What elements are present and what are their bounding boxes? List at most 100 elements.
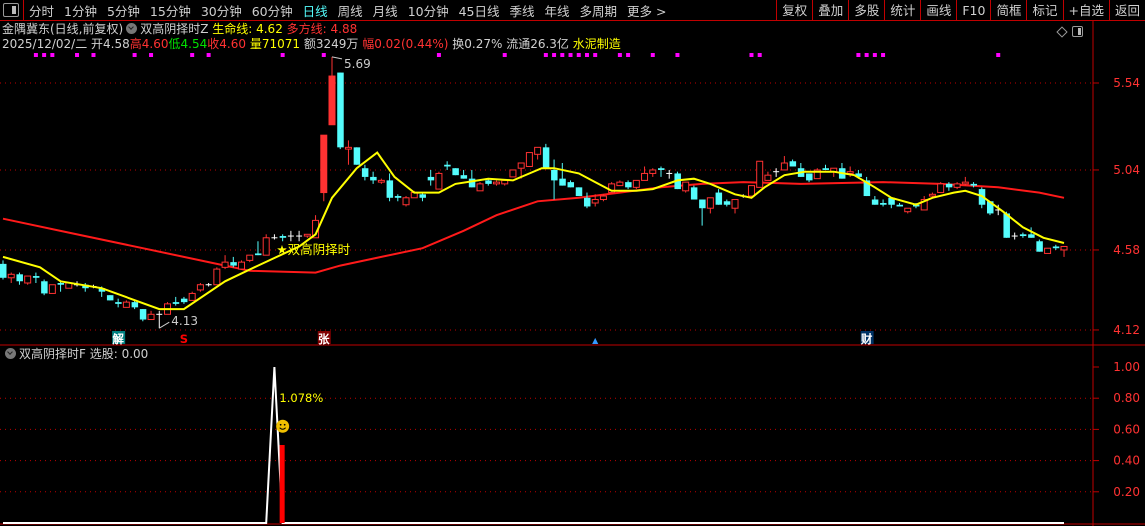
candle-body: [937, 183, 945, 194]
chevron-down-icon[interactable]: [5, 348, 16, 359]
signal-dot: [617, 53, 622, 57]
chevron-down-icon[interactable]: [126, 23, 138, 34]
candle: [344, 140, 352, 165]
event-marker-bg: [317, 331, 331, 344]
toolbar-button-9[interactable]: 返回: [1108, 0, 1145, 21]
tab-3[interactable]: 15分钟: [149, 3, 191, 19]
candle-body: [230, 262, 237, 266]
lower-indicator-value: 选股: 0.00: [89, 347, 149, 361]
candle: [756, 160, 764, 188]
toolbar-button-0[interactable]: 复权: [776, 0, 812, 21]
tab-5[interactable]: 60分钟: [251, 3, 293, 19]
candle: [303, 233, 311, 238]
header-line-2: 2025/12/02/二 开4.58高4.60低4.54收4.60 量71071…: [2, 37, 621, 51]
y-tick-label: 0.80: [1113, 391, 1140, 405]
candle: [254, 241, 262, 256]
percent-label: 1.078%: [279, 391, 323, 405]
selection-line-series: [3, 366, 1064, 524]
tab-7[interactable]: 周线: [337, 3, 363, 19]
candle: [789, 159, 797, 167]
candle-body: [377, 179, 385, 183]
candle: [106, 295, 114, 301]
candle: [559, 163, 566, 186]
high-label: 高: [129, 37, 142, 51]
candle-body: [122, 301, 130, 308]
industry[interactable]: 水泥制造: [572, 37, 621, 51]
candle-body: [863, 180, 871, 197]
candle: [147, 310, 155, 321]
candle: [452, 168, 459, 176]
toolbar-button-2[interactable]: 多股: [848, 0, 884, 21]
smiley-mouth: [279, 427, 287, 430]
signal-dot: [881, 53, 886, 57]
candle: [493, 180, 500, 186]
candle-body: [1036, 241, 1043, 252]
toolbar-button-7[interactable]: 标记: [1026, 0, 1062, 21]
tab-11[interactable]: 季线: [509, 3, 535, 19]
candle: [1052, 244, 1060, 250]
tab-8[interactable]: 月线: [372, 3, 398, 19]
header-line-1: 金隅冀东(日线,前复权) 双高阴择时Z 生命线: 4.62 多方线: 4.88: [2, 22, 357, 36]
tab-9[interactable]: 10分钟: [407, 3, 449, 19]
signal-dot: [757, 53, 762, 57]
candle-body: [337, 72, 344, 148]
lower-panel-title: 双高阴择时F 选股: 0.00: [2, 347, 148, 361]
candle: [632, 179, 640, 190]
toolbar-button-3[interactable]: 统计: [884, 0, 920, 21]
toolbar-button-1[interactable]: 叠加: [812, 0, 848, 21]
candle-body: [32, 276, 40, 278]
candle-body: [57, 283, 65, 285]
toolbar-button-4[interactable]: 画线: [920, 0, 956, 21]
signal-dot: [543, 53, 548, 57]
tab-10[interactable]: 45日线: [458, 3, 500, 19]
tab-4[interactable]: 30分钟: [200, 3, 242, 19]
tab-0[interactable]: 分时: [29, 3, 55, 19]
candle-body: [961, 181, 969, 185]
candle: [328, 56, 336, 126]
panel-toggle-icon[interactable]: [3, 3, 19, 17]
indicator-name[interactable]: 双高阴择时Z: [140, 22, 209, 36]
candle: [213, 267, 221, 286]
low: 4.54: [180, 37, 208, 51]
toolbar-button-8[interactable]: +自选: [1062, 0, 1109, 21]
tab-13[interactable]: 多周期: [579, 3, 618, 19]
candle: [871, 196, 879, 205]
toolbar-button-6[interactable]: 简框: [990, 0, 1026, 21]
candle: [122, 300, 130, 308]
candle: [591, 194, 599, 207]
candle: [287, 230, 294, 242]
candle-body: [353, 147, 361, 165]
tab-1[interactable]: 1分钟: [64, 3, 97, 19]
candle: [1003, 211, 1010, 238]
period-tabs: 分时 1分钟 5分钟 15分钟 30分钟 60分钟 日线 周线 月线 10分钟 45日线 季线 年线 多周…: [24, 1, 672, 20]
candle-body: [320, 134, 328, 194]
signal-dot: [552, 53, 557, 57]
signal-dot: [190, 53, 195, 57]
candle: [961, 176, 969, 186]
candle-body: [682, 181, 690, 192]
low-label: 低: [168, 37, 181, 51]
candle: [551, 159, 558, 200]
candle-body: [509, 169, 517, 178]
candle: [706, 197, 714, 214]
divider: [23, 0, 24, 21]
candle-body: [928, 193, 936, 197]
candle-body: [731, 199, 739, 209]
candle-body: [846, 171, 854, 174]
tab-14[interactable]: 更多 >: [627, 3, 667, 19]
candle-body: [699, 199, 706, 209]
candle-body: [16, 274, 23, 282]
panel-icon[interactable]: [1072, 26, 1083, 37]
candle: [444, 161, 451, 170]
candle: [205, 283, 212, 287]
lower-indicator-name[interactable]: 双高阴择时F: [19, 347, 86, 361]
signal-dot: [91, 53, 96, 57]
toolbar-button-5[interactable]: F10: [956, 0, 990, 21]
tab-2[interactable]: 5分钟: [106, 3, 140, 19]
signal-dot: [864, 53, 869, 57]
candle-body: [871, 199, 879, 205]
candle-body: [649, 169, 657, 174]
tab-6[interactable]: 日线: [302, 3, 328, 19]
tab-12[interactable]: 年线: [544, 3, 570, 19]
